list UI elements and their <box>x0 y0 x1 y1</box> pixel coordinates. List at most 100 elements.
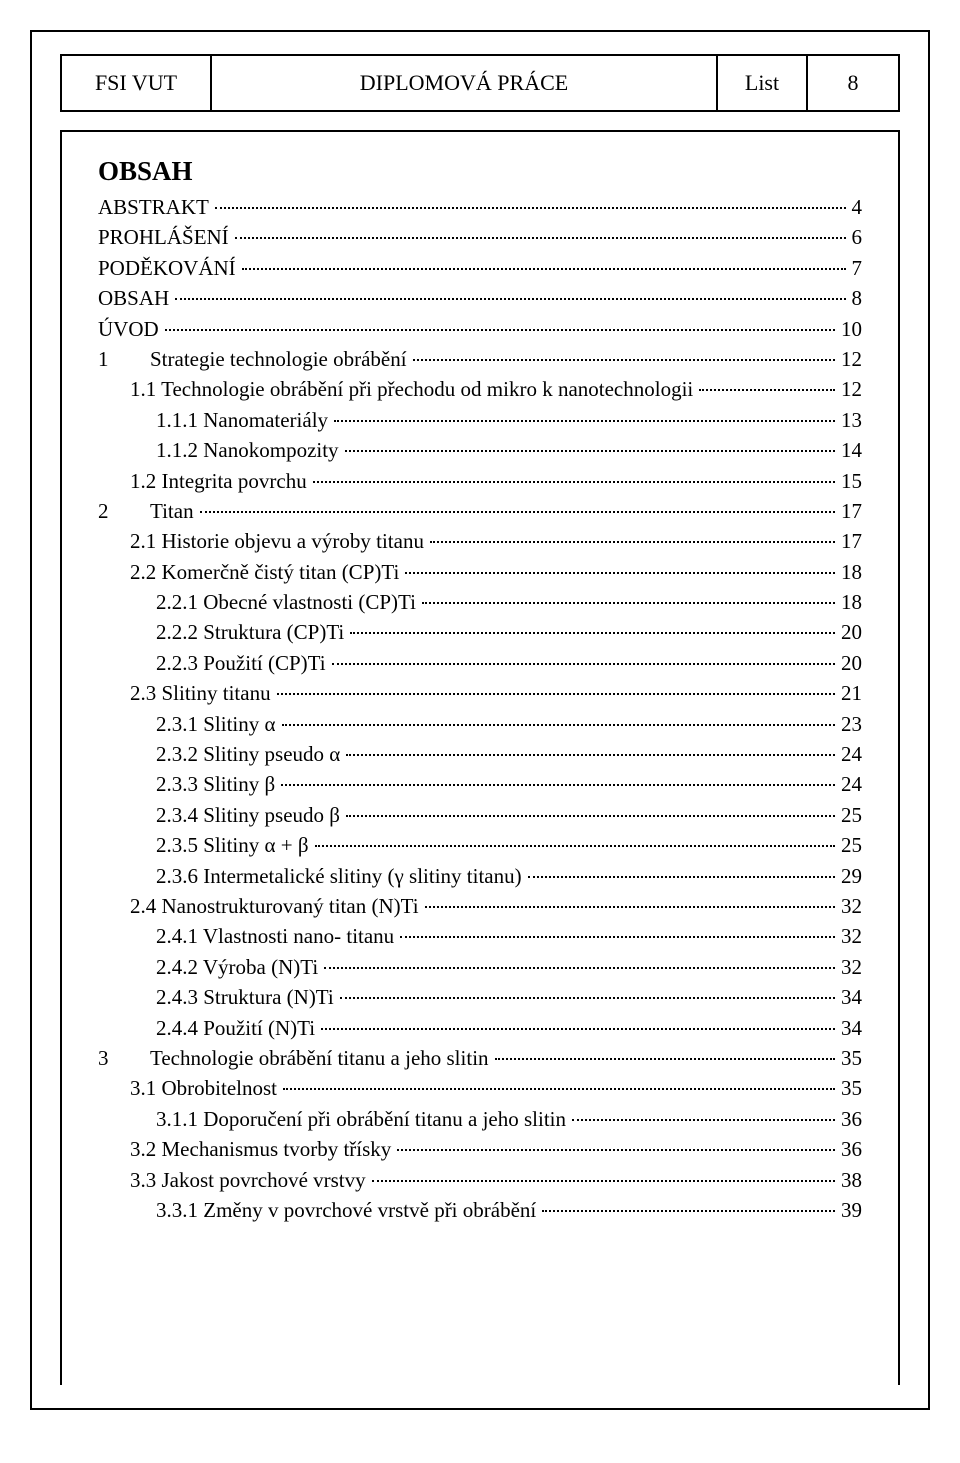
toc-entry-page: 14 <box>837 440 862 461</box>
toc-entry-page: 20 <box>837 622 862 643</box>
toc-entry-page: 18 <box>837 562 862 583</box>
toc-row: ABSTRAKT4 <box>98 197 862 227</box>
toc-leader-dots <box>413 359 835 361</box>
toc-row: 1.1.1 Nanomateriály13 <box>98 410 862 440</box>
toc-leader-dots <box>405 572 835 574</box>
toc-entry-page: 36 <box>837 1109 862 1130</box>
toc-leader-dots <box>281 784 835 786</box>
toc-entry-label: 2.3.4 Slitiny pseudo β <box>98 805 344 826</box>
toc-row: ÚVOD10 <box>98 319 862 349</box>
toc-entry-page: 20 <box>837 653 862 674</box>
toc-entry-label: 1Strategie technologie obrábění <box>98 349 411 370</box>
toc-leader-dots <box>425 906 835 908</box>
toc-row: 1.1.2 Nanokompozity14 <box>98 440 862 470</box>
toc-row: 3.3 Jakost povrchové vrstvy38 <box>98 1170 862 1200</box>
content-frame: OBSAH ABSTRAKT4PROHLÁŠENÍ6PODĚKOVÁNÍ 7 OBS… <box>60 130 900 1385</box>
toc-row: PROHLÁŠENÍ6 <box>98 227 862 257</box>
toc-entry-page: 34 <box>837 1018 862 1039</box>
header-institution: FSI VUT <box>62 56 212 110</box>
toc-entry-label: PODĚKOVÁNÍ <box>98 258 240 279</box>
toc-entry-page: 23 <box>837 714 862 735</box>
toc-entry-title: Strategie technologie obrábění <box>150 347 407 371</box>
toc-entry-label: 2.2 Komerčně čistý titan (CP)Ti <box>98 562 403 583</box>
toc-row: OBSAH8 <box>98 288 862 318</box>
toc-entry-page: 32 <box>837 957 862 978</box>
header-list-label: List <box>718 56 808 110</box>
toc-entry-page: 34 <box>837 987 862 1008</box>
toc-title: OBSAH <box>98 156 862 187</box>
toc-entry-label: 1.1 Technologie obrábění při přechodu od… <box>98 379 697 400</box>
toc-entry-label: 2.2.2 Struktura (CP)Ti <box>98 622 348 643</box>
toc-leader-dots <box>430 541 835 543</box>
toc-entry-label: 1.1.1 Nanomateriály <box>98 410 332 431</box>
toc-row: 3.2 Mechanismus tvorby třísky 36 <box>98 1139 862 1169</box>
toc-row: 3.1.1 Doporučení při obrábění titanu a j… <box>98 1109 862 1139</box>
toc-entry-label: 2.4.3 Struktura (N)Ti <box>98 987 338 1008</box>
toc-leader-dots <box>200 511 835 513</box>
toc-leader-dots <box>315 845 835 847</box>
toc-leader-dots <box>350 632 835 634</box>
toc-entry-page: 38 <box>837 1170 862 1191</box>
toc-row: 2.1 Historie objevu a výroby titanu17 <box>98 531 862 561</box>
toc-row: PODĚKOVÁNÍ 7 <box>98 258 862 288</box>
toc-row: 2.2 Komerčně čistý titan (CP)Ti 18 <box>98 562 862 592</box>
toc-entry-page: 21 <box>837 683 862 704</box>
toc-entry-label: 2.4.4 Použití (N)Ti <box>98 1018 319 1039</box>
toc-entry-label: OBSAH <box>98 288 173 309</box>
toc-entry-label: PROHLÁŠENÍ <box>98 227 233 248</box>
toc-leader-dots <box>282 724 835 726</box>
toc-entry-label: 3.1 Obrobitelnost <box>98 1078 281 1099</box>
toc-row: 2.3.2 Slitiny pseudo α 24 <box>98 744 862 774</box>
toc-entry-page: 17 <box>837 501 862 522</box>
toc-entry-label: 2.3.1 Slitiny α <box>98 714 280 735</box>
toc-chapter-number: 2 <box>98 501 150 522</box>
toc-chapter-number: 1 <box>98 349 150 370</box>
toc-leader-dots <box>699 389 835 391</box>
toc-entry-label: 2.2.1 Obecné vlastnosti (CP)Ti <box>98 592 420 613</box>
toc-row: 3.3.1 Změny v povrchové vrstvě při obráb… <box>98 1200 862 1230</box>
toc-entry-page: 24 <box>837 774 862 795</box>
toc-entry-page: 7 <box>848 258 863 279</box>
toc-row: 2.4.4 Použití (N)Ti 34 <box>98 1018 862 1048</box>
toc-row: 2.4.3 Struktura (N)Ti 34 <box>98 987 862 1017</box>
toc-row: 3.1 Obrobitelnost35 <box>98 1078 862 1108</box>
toc-entry-page: 10 <box>837 319 862 340</box>
toc-row: 2.4 Nanostrukturovaný titan (N)Ti32 <box>98 896 862 926</box>
toc-leader-dots <box>397 1149 835 1151</box>
toc-row: 2.3.1 Slitiny α 23 <box>98 714 862 744</box>
toc-leader-dots <box>372 1180 835 1182</box>
header-page-number: 8 <box>808 56 898 110</box>
toc-entry-page: 36 <box>837 1139 862 1160</box>
toc-entry-label: 3.1.1 Doporučení při obrábění titanu a j… <box>98 1109 570 1130</box>
toc-leader-dots <box>313 481 835 483</box>
toc-entry-label: 3.2 Mechanismus tvorby třísky <box>98 1139 395 1160</box>
toc-entry-page: 4 <box>848 197 863 218</box>
toc-leader-dots <box>422 602 835 604</box>
toc-entry-label: 2.3.2 Slitiny pseudo α <box>98 744 344 765</box>
toc-row: 3Technologie obrábění titanu a jeho slit… <box>98 1048 862 1078</box>
toc-row: 2.3.3 Slitiny β24 <box>98 774 862 804</box>
toc-entry-label: 2.3 Slitiny titanu <box>98 683 275 704</box>
toc-entry-page: 25 <box>837 835 862 856</box>
toc-leader-dots <box>215 207 846 209</box>
toc-entry-label: 2Titan <box>98 501 198 522</box>
toc-entry-page: 18 <box>837 592 862 613</box>
toc-entry-page: 32 <box>837 926 862 947</box>
toc-entry-page: 29 <box>837 866 862 887</box>
toc-leader-dots <box>345 450 835 452</box>
toc-entry-page: 39 <box>837 1200 862 1221</box>
toc-leader-dots <box>495 1058 835 1060</box>
toc-leader-dots <box>334 420 835 422</box>
toc-chapter-number: 3 <box>98 1048 150 1069</box>
toc-entry-label: 2.3.5 Slitiny α + β <box>98 835 313 856</box>
toc-row: 2.2.2 Struktura (CP)Ti 20 <box>98 622 862 652</box>
toc-entry-page: 24 <box>837 744 862 765</box>
toc-leader-dots <box>528 876 835 878</box>
toc-entry-page: 12 <box>837 349 862 370</box>
toc-row: 2.3.5 Slitiny α + β 25 <box>98 835 862 865</box>
toc-entry-page: 15 <box>837 471 862 492</box>
toc-row: 2Titan 17 <box>98 501 862 531</box>
toc-leader-dots <box>165 329 835 331</box>
toc-entry-page: 35 <box>837 1048 862 1069</box>
toc-entry-page: 25 <box>837 805 862 826</box>
